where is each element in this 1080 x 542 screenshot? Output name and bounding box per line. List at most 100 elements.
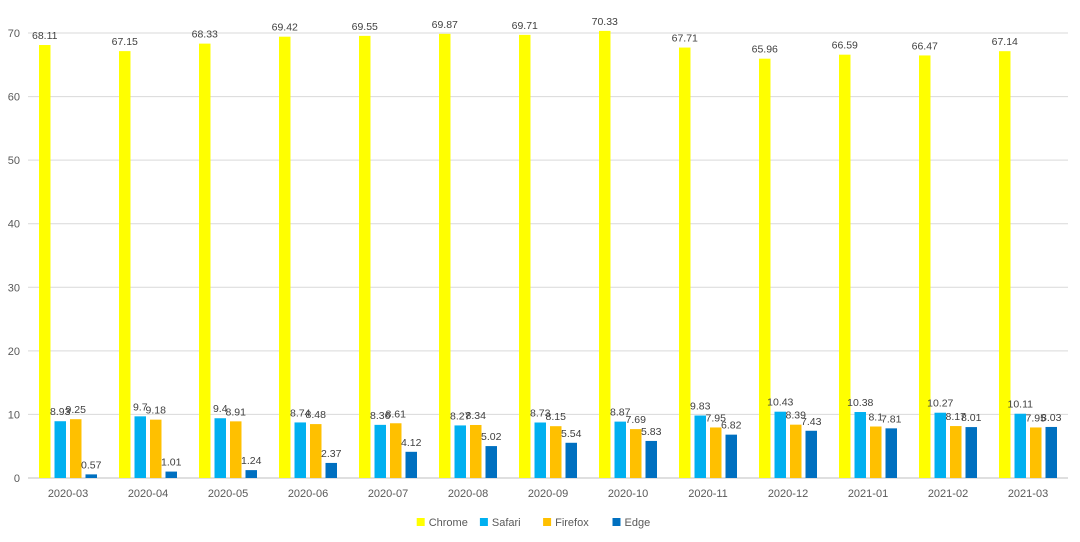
bar-edge (885, 428, 897, 478)
bar-edge (1045, 426, 1057, 478)
data-label-safari: 10.38 (847, 397, 873, 409)
data-label-firefox: 8.34 (466, 410, 487, 422)
x-tick-label: 2020-08 (448, 488, 488, 500)
data-label-chrome: 69.87 (432, 19, 458, 31)
data-label-firefox: 8.61 (386, 408, 407, 420)
bar-chrome (279, 36, 291, 479)
data-label-safari: 10.27 (927, 398, 953, 410)
bar-edge (85, 474, 97, 478)
bar-edge (565, 442, 577, 478)
data-label-edge: 5.54 (561, 428, 582, 440)
data-label-chrome: 65.96 (752, 44, 778, 56)
data-label-safari: 8.73 (530, 408, 551, 420)
bar-firefox (550, 426, 562, 478)
y-tick-label: 30 (8, 282, 20, 294)
bar-chrome (199, 43, 211, 479)
bar-edge (805, 430, 817, 478)
data-label-firefox: 9.18 (146, 405, 167, 417)
bar-safari (694, 415, 706, 478)
x-tick-label: 2020-12 (768, 488, 808, 500)
bar-safari (54, 421, 66, 478)
bar-firefox (950, 426, 962, 478)
bar-safari (614, 421, 626, 478)
bar-safari (294, 422, 306, 478)
bar-firefox (1030, 427, 1042, 478)
x-tick-label: 2021-02 (928, 488, 968, 500)
bar-firefox (230, 421, 242, 478)
data-label-edge: 0.57 (81, 459, 102, 471)
data-label-safari: 8.87 (610, 407, 631, 419)
bar-safari (454, 425, 466, 478)
x-tick-label: 2020-03 (48, 488, 88, 500)
y-axis-tick-labels: 0 10 20 30 40 50 60 70 (8, 28, 20, 485)
bar-safari (134, 416, 146, 478)
bar-safari (774, 411, 786, 478)
bar-safari (1014, 413, 1026, 478)
data-label-chrome: 66.47 (912, 40, 938, 52)
bars (39, 30, 1057, 479)
y-tick-label: 40 (8, 219, 20, 231)
data-label-firefox: 7.95 (1026, 412, 1047, 424)
x-tick-label: 2020-11 (688, 488, 728, 500)
legend-swatch-safari (479, 518, 488, 526)
y-tick-label: 50 (8, 155, 20, 167)
y-tick-label: 10 (8, 409, 20, 421)
bar-edge (485, 446, 497, 478)
data-label-safari: 9.4 (213, 403, 228, 415)
data-label-chrome: 69.71 (512, 20, 538, 32)
data-label-chrome: 67.15 (112, 36, 138, 48)
data-label-firefox: 8.17 (946, 411, 967, 423)
data-label-safari: 10.43 (767, 397, 793, 409)
data-label-firefox: 7.95 (706, 412, 727, 424)
x-tick-label: 2020-07 (368, 488, 408, 500)
data-label-safari: 9.7 (133, 401, 148, 413)
data-label-firefox: 8.91 (226, 406, 247, 418)
bar-chrome (359, 35, 371, 478)
legend-label-firefox: Firefox (555, 517, 589, 529)
data-label-edge: 2.37 (321, 448, 342, 460)
data-label-edge: 4.12 (401, 437, 422, 449)
data-label-safari: 8.74 (290, 407, 311, 419)
bar-chrome (119, 51, 131, 478)
data-label-chrome: 70.33 (592, 16, 618, 28)
bar-firefox (870, 426, 882, 478)
data-label-chrome: 67.14 (992, 36, 1018, 48)
bar-firefox (70, 419, 82, 478)
x-tick-label: 2020-09 (528, 488, 568, 500)
bar-chrome (39, 45, 51, 478)
legend-label-edge: Edge (625, 517, 651, 529)
bar-firefox (470, 424, 482, 478)
bar-safari (374, 424, 386, 478)
data-label-chrome: 69.42 (272, 22, 298, 34)
bar-chrome (919, 55, 931, 479)
data-label-safari: 8.93 (50, 406, 71, 418)
bar-edge (645, 440, 657, 478)
bar-firefox (790, 424, 802, 478)
bar-chrome (679, 47, 691, 478)
bar-edge (725, 434, 737, 478)
bar-edge (965, 427, 977, 478)
bar-chrome (759, 58, 771, 478)
x-tick-label: 2020-04 (128, 488, 168, 500)
y-tick-label: 0 (14, 473, 20, 485)
data-label-safari: 8.36 (370, 410, 391, 422)
data-label-chrome: 67.71 (672, 33, 698, 45)
bar-firefox (710, 427, 722, 478)
bar-chrome (839, 54, 851, 478)
bar-safari (534, 422, 546, 478)
bar-edge (325, 462, 337, 478)
bar-firefox (310, 424, 322, 478)
bar-safari (854, 412, 866, 478)
data-label-firefox: 9.25 (66, 404, 87, 416)
data-label-chrome: 66.59 (832, 40, 858, 52)
data-label-safari: 9.83 (690, 401, 711, 413)
x-tick-label: 2020-06 (288, 488, 328, 500)
bar-firefox (150, 419, 162, 478)
bar-edge (165, 471, 177, 478)
data-label-edge: 5.02 (481, 431, 502, 443)
data-label-firefox: 8.1 (868, 412, 883, 424)
bar-firefox (630, 429, 642, 478)
legend: Chrome Safari Firefox Edge (416, 517, 651, 529)
data-label-safari: 10.11 (1008, 399, 1034, 411)
legend-label-safari: Safari (492, 517, 521, 529)
